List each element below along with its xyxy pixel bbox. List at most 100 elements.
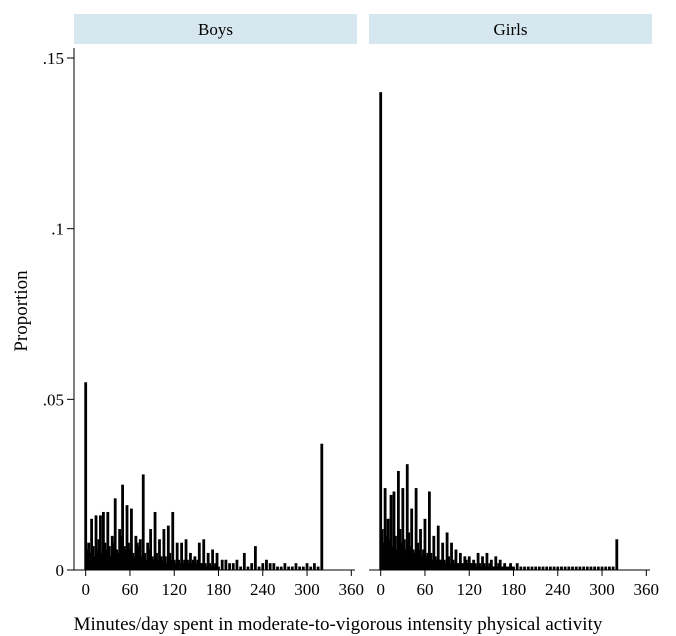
- histogram-bar: [427, 491, 431, 570]
- histogram-bar: [124, 549, 127, 570]
- histogram-bar: [447, 556, 450, 570]
- histogram-bar: [121, 484, 124, 570]
- histogram-bar: [166, 525, 170, 570]
- histogram-bar: [410, 508, 414, 570]
- histogram-bar: [309, 566, 313, 570]
- histogram-bar: [88, 552, 92, 570]
- histogram-bar: [593, 566, 597, 570]
- histogram-bar: [268, 563, 272, 570]
- histogram-bar: [404, 549, 408, 570]
- histogram-bar: [479, 566, 483, 570]
- histogram-bar: [478, 563, 481, 570]
- histogram-bar: [146, 542, 150, 570]
- panel-header: [369, 14, 652, 44]
- histogram-bar: [147, 549, 151, 570]
- histogram-bar: [156, 559, 160, 570]
- histogram-bar: [193, 556, 197, 570]
- histogram-bar: [500, 566, 504, 570]
- panel-title: Boys: [198, 20, 233, 39]
- histogram-bar: [509, 563, 512, 570]
- histogram-bar: [574, 566, 578, 570]
- histogram-bar: [481, 556, 484, 570]
- histogram-bar: [211, 549, 214, 570]
- x-tick-label: 360: [339, 580, 365, 599]
- histogram-bar: [519, 566, 523, 570]
- histogram-bar: [450, 542, 453, 570]
- histogram-bar: [242, 552, 246, 570]
- histogram-bar: [615, 539, 619, 570]
- y-tick-label: .15: [43, 49, 64, 68]
- histogram-bar: [109, 556, 113, 570]
- histogram-bar: [150, 556, 154, 570]
- histogram-bar: [488, 563, 492, 570]
- x-tick-label: 0: [81, 580, 90, 599]
- histogram-bar: [503, 563, 507, 570]
- histogram-bar: [567, 566, 571, 570]
- histogram-bar: [134, 535, 138, 570]
- y-tick-label: .1: [51, 220, 64, 239]
- histogram-bar: [426, 552, 430, 570]
- x-tick-label: 360: [634, 580, 660, 599]
- histogram-bar: [396, 471, 400, 570]
- histogram-bar: [417, 549, 421, 570]
- histogram-bar: [448, 563, 452, 570]
- histogram-bar: [118, 529, 122, 570]
- histogram-bar: [461, 563, 465, 570]
- histogram-bar: [96, 549, 99, 570]
- histogram-bar: [115, 549, 119, 570]
- histogram-bar: [582, 566, 585, 570]
- histogram-bar: [320, 443, 324, 570]
- histogram-bar: [571, 566, 574, 570]
- histogram-bar: [183, 559, 186, 570]
- histogram-bar: [272, 563, 276, 570]
- y-axis: 0 .05 .1 .15: [43, 48, 75, 580]
- histogram-bar: [419, 529, 422, 570]
- histogram-bar: [416, 542, 419, 570]
- histogram-bar: [169, 559, 173, 570]
- histogram-bar: [186, 559, 189, 570]
- histogram-bar: [305, 563, 309, 570]
- histogram-bar: [485, 552, 489, 570]
- histogram-bar: [456, 563, 459, 570]
- histogram-bar: [498, 559, 502, 570]
- x-tick-label: 0: [376, 580, 385, 599]
- histogram-bar: [600, 566, 604, 570]
- x-tick-label: 240: [250, 580, 276, 599]
- histogram-bar: [460, 563, 464, 570]
- histogram-bar: [143, 552, 147, 570]
- histogram-bar: [435, 559, 439, 570]
- histogram-bar: [131, 552, 135, 570]
- histogram-bar: [104, 549, 108, 570]
- histogram-bar: [385, 535, 388, 570]
- histogram-bar: [174, 563, 178, 570]
- histogram-bar: [388, 539, 391, 570]
- histogram-bar: [512, 566, 515, 570]
- histogram-bar: [197, 542, 201, 570]
- histogram-bar: [199, 563, 203, 570]
- histogram-bar: [423, 518, 427, 570]
- histogram-bar: [200, 563, 204, 570]
- histogram-bar: [475, 566, 479, 570]
- histogram-bar: [463, 556, 467, 570]
- x-tick-label: 60: [121, 580, 138, 599]
- histogram-bar: [190, 563, 194, 570]
- histogram-bar: [100, 552, 104, 570]
- histogram-bar: [217, 566, 220, 570]
- x-tick-label: 60: [416, 580, 433, 599]
- histogram-bar: [261, 563, 265, 570]
- histogram-bar: [135, 542, 139, 570]
- histogram-bar: [215, 552, 219, 570]
- histogram-bar: [128, 549, 132, 570]
- histogram-bar: [194, 563, 198, 570]
- histogram-bar: [202, 539, 206, 570]
- histogram-bar: [294, 563, 298, 570]
- histogram-bar: [392, 491, 396, 570]
- histogram-bar: [492, 566, 496, 570]
- histogram-bar: [137, 546, 141, 570]
- histogram-bar: [556, 566, 560, 570]
- histogram-bar: [585, 566, 589, 570]
- histogram-bar: [464, 559, 468, 570]
- histogram-bar: [510, 566, 514, 570]
- histogram-bar: [192, 559, 195, 570]
- histogram-bar: [85, 549, 89, 570]
